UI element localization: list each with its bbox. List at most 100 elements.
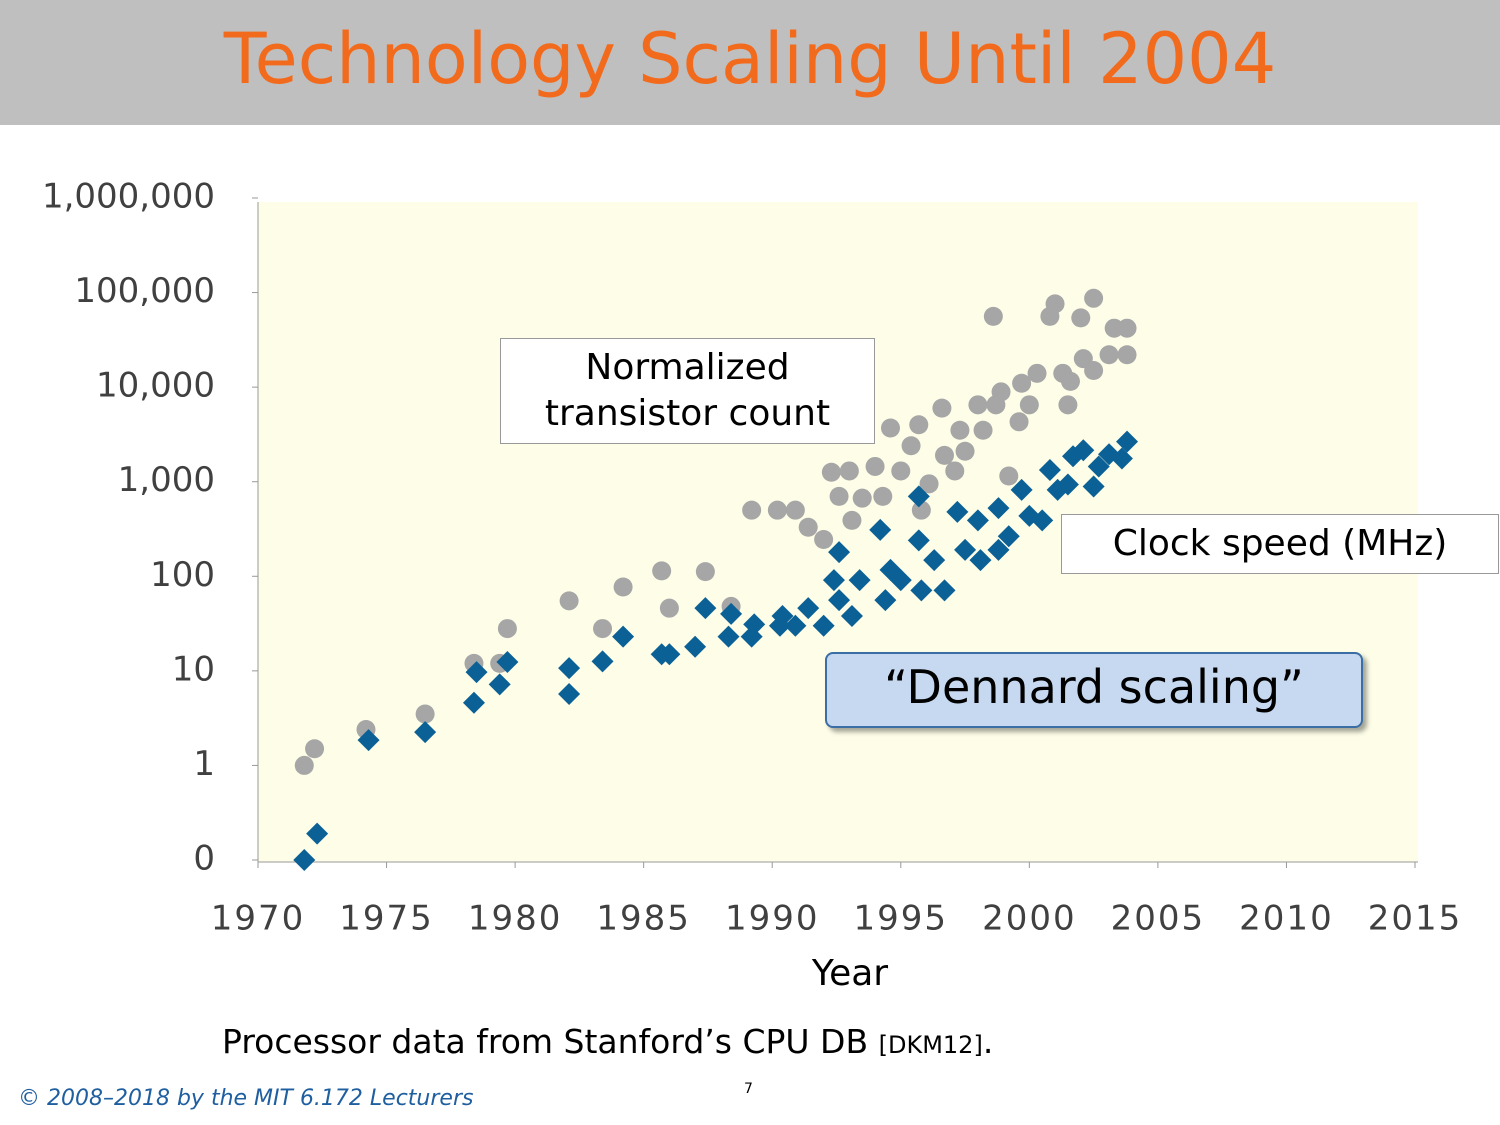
series-label: Clock speed (MHz) <box>1061 514 1499 574</box>
data-point <box>652 561 672 581</box>
data-point <box>934 445 954 465</box>
data-point <box>1116 430 1139 453</box>
data-point <box>932 398 952 418</box>
data-point <box>829 486 849 506</box>
data-point <box>933 579 956 602</box>
y-tick-label: 1,000,000 <box>42 177 215 217</box>
data-point <box>798 517 818 537</box>
data-point <box>771 605 794 628</box>
data-point <box>1099 345 1119 365</box>
data-point <box>987 497 1010 520</box>
data-point <box>814 529 834 549</box>
data-point <box>659 598 679 618</box>
data-point <box>559 591 579 611</box>
data-point <box>966 509 989 532</box>
data-point <box>613 577 633 597</box>
header-bar <box>0 0 1500 125</box>
data-point <box>1110 447 1133 470</box>
slide-title: Technology Scaling Until 2004 <box>223 18 1277 100</box>
data-point <box>658 643 681 666</box>
data-point <box>1010 478 1033 501</box>
data-point <box>767 500 787 520</box>
copyright: © 2008–2018 by the MIT 6.172 Lecturers <box>18 1086 474 1111</box>
series-label: Normalized transistor count <box>500 338 875 444</box>
data-point <box>306 822 329 845</box>
data-point <box>743 613 766 636</box>
data-point <box>784 614 807 637</box>
data-point <box>1117 318 1137 338</box>
data-point <box>889 569 912 592</box>
data-point <box>842 510 862 530</box>
data-point <box>558 682 581 705</box>
data-point <box>828 589 851 612</box>
data-point <box>797 597 820 620</box>
data-point <box>907 529 930 552</box>
x-tick-label: 2000 <box>982 899 1077 939</box>
data-point <box>415 704 435 724</box>
data-point <box>1012 373 1032 393</box>
data-point <box>973 420 993 440</box>
data-point <box>839 461 859 481</box>
data-point <box>558 657 581 680</box>
data-point <box>496 651 519 674</box>
x-tick-label: 1970 <box>211 899 306 939</box>
data-point <box>950 420 970 440</box>
data-point <box>462 691 485 714</box>
x-tick-label: 1975 <box>339 899 434 939</box>
data-point <box>873 486 893 506</box>
data-point <box>684 635 707 658</box>
data-point <box>488 673 511 696</box>
data-point <box>305 739 325 759</box>
x-tick-label: 2015 <box>1368 899 1463 939</box>
data-point <box>593 619 613 639</box>
data-point <box>293 849 316 871</box>
data-point <box>983 306 1003 326</box>
data-point <box>923 549 946 572</box>
data-point <box>1072 439 1095 462</box>
data-point <box>880 418 900 438</box>
data-point <box>822 569 845 592</box>
y-tick-label: 0 <box>193 839 215 879</box>
x-tick-label: 2005 <box>1111 899 1206 939</box>
data-point <box>828 541 851 564</box>
data-point <box>591 650 614 673</box>
data-point <box>785 500 805 520</box>
data-point <box>1009 412 1029 432</box>
data-point <box>695 562 715 582</box>
data-point <box>969 549 992 572</box>
data-point <box>1060 371 1080 391</box>
data-point <box>909 415 929 435</box>
data-point <box>720 602 743 625</box>
data-point <box>848 569 871 592</box>
x-tick-label: 2010 <box>1239 899 1334 939</box>
data-point <box>1084 360 1104 380</box>
data-point <box>465 661 488 684</box>
data-point <box>1071 308 1091 328</box>
data-point <box>821 462 841 482</box>
data-point <box>497 619 517 639</box>
x-tick-label: 1990 <box>725 899 820 939</box>
data-point <box>946 500 969 523</box>
citation: [DKM12] <box>878 1031 983 1059</box>
data-point <box>1045 294 1065 314</box>
x-tick-label: 1980 <box>468 899 563 939</box>
annotation: “Dennard scaling” <box>825 652 1363 728</box>
data-point <box>954 538 977 561</box>
data-point <box>694 597 717 620</box>
data-point <box>1084 288 1104 308</box>
source-note: Processor data from Stanford’s CPU DB [D… <box>222 1022 993 1061</box>
data-point <box>901 436 921 456</box>
page-number: 7 <box>744 1081 753 1097</box>
data-point <box>1117 345 1137 365</box>
data-point <box>1082 475 1105 498</box>
data-point <box>865 456 885 476</box>
data-point <box>294 755 314 775</box>
y-tick-label: 1 <box>193 744 215 784</box>
source-text: Processor data from Stanford’s CPU DB <box>222 1022 879 1061</box>
source-end: . <box>982 1022 994 1061</box>
data-point <box>874 589 897 612</box>
data-point <box>919 474 939 494</box>
data-point <box>1019 395 1039 415</box>
x-tick-label: 1995 <box>854 899 949 939</box>
